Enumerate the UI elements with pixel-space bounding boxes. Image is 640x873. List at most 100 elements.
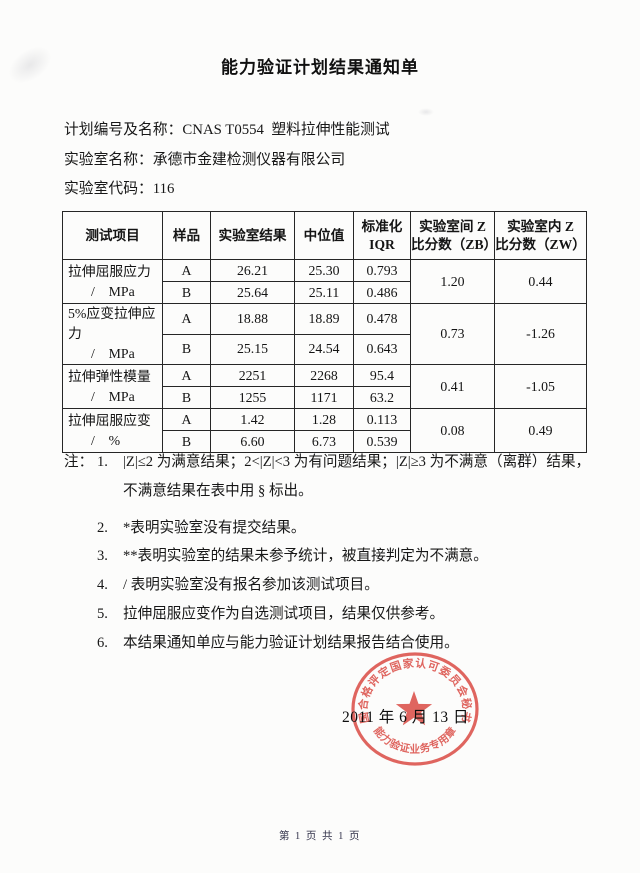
results-table: 测试项目 样品 实验室结果 中位值 标准化 IQR 实验室间 Z 比分数（ZB）…	[62, 211, 587, 453]
col-header-zb: 实验室间 Z 比分数（ZB）	[410, 211, 498, 260]
cell-lab-result: 18.88	[210, 303, 295, 335]
col-header-median: 中位值	[294, 211, 354, 260]
header-fields: 计划编号及名称：CNAS T0554 塑料拉伸性能测试 实验室名称：承德市金建检…	[64, 119, 390, 208]
cell-test-item: 拉伸屈服应变 / %	[62, 408, 163, 453]
seal-bottom-arc-text: 能力验证业务专用章	[371, 724, 459, 755]
note-item: 4. / 表明实验室没有报名参加该测试项目。	[64, 574, 604, 603]
cell-lab-result: 1255	[210, 386, 295, 409]
note-text: |Z|≤2 为满意结果；2<|Z|<3 为有问题结果；|Z|≥3 为不满意（离群…	[123, 454, 591, 470]
field-lab-name: 实验室名称：承德市金建检测仪器有限公司	[64, 149, 390, 179]
seal-graphic: 中国合格评定国家认可委员会秘书处 能力验证业务专用章	[345, 639, 479, 766]
cell-zb: 0.73	[410, 303, 495, 365]
note-item: 5. 拉伸屈服应变作为自选测试项目，结果仅供参考。	[64, 603, 604, 632]
note-text: *表明实验室没有提交结果。	[123, 519, 306, 536]
cell-sample-id: A	[162, 259, 211, 282]
test-item-unit: / %	[91, 432, 121, 448]
note-number: 2.	[97, 519, 108, 536]
table-row: 5%应变拉伸应力 / MPa A 18.88 18.89 0.478 0.73 …	[62, 303, 587, 365]
note-text: 本结果通知单应与能力验证计划结果报告结合使用。	[123, 634, 459, 651]
col-header-line: 比分数（ZB）	[411, 236, 498, 252]
cell-lab-result: 6.60	[210, 430, 295, 453]
test-item-unit: / MPa	[91, 283, 135, 299]
cell-iqr: 0.539	[353, 430, 411, 453]
cell-sample-id: B	[162, 430, 211, 453]
seal-bottom-arc-text-holder: 能力验证业务专用章	[371, 724, 459, 755]
note-item: 3. **表明实验室的结果未参予统计，被直接判定为不满意。	[64, 545, 604, 574]
note-item: 2. *表明实验室没有提交结果。	[64, 517, 604, 546]
table-row: B 6.60 6.73 0.539	[63, 430, 587, 453]
cell-lab-result: 2251	[210, 364, 295, 387]
table-row: 拉伸屈服应力 / MPa A 26.21 25.30 0.793 1.20 0.…	[62, 259, 587, 304]
cell-zb: 0.08	[410, 408, 495, 453]
field-label: 计划编号及名称：	[64, 122, 183, 138]
cell-test-item: 拉伸屈服应力 / MPa	[62, 259, 163, 304]
field-value: 116	[152, 181, 175, 197]
cell-test-item: 拉伸弹性模量 / MPa	[62, 364, 163, 409]
test-item-name: 5%应变拉伸应力	[68, 306, 156, 341]
col-header-sample: 样品	[162, 211, 211, 260]
cell-sample-id: A	[162, 303, 211, 335]
note-text: 不满意结果在表中用 § 标出。	[123, 482, 313, 499]
field-lab-code: 实验室代码：116	[64, 178, 390, 208]
note-item: 注： 1. |Z|≤2 为满意结果；2<|Z|<3 为有问题结果；|Z|≥3 为…	[64, 451, 604, 480]
note-number: 5.	[97, 605, 108, 622]
cell-sample-id: B	[162, 281, 211, 304]
cell-lab-result: 26.21	[210, 259, 295, 282]
cell-median: 2268	[294, 364, 354, 387]
col-header-line: 实验室间 Z	[419, 218, 486, 234]
col-header-line: 比分数（ZW）	[495, 236, 586, 252]
cell-zw: 0.44	[494, 259, 587, 304]
col-header-iqr: 标准化 IQR	[353, 211, 411, 260]
scan-smudge	[418, 108, 434, 116]
cell-iqr: 0.486	[353, 281, 411, 304]
note-item-continuation: 不满意结果在表中用 § 标出。	[64, 480, 604, 509]
cell-median: 24.54	[294, 333, 354, 365]
cell-iqr: 95.4	[353, 364, 411, 387]
cell-sample-id: A	[162, 408, 211, 431]
cell-median: 25.11	[294, 281, 354, 304]
col-header-lab-result: 实验室结果	[210, 211, 295, 260]
notes-section: 注： 1. |Z|≤2 为满意结果；2<|Z|<3 为有问题结果；|Z|≥3 为…	[64, 451, 604, 661]
cell-zw: -1.05	[494, 364, 587, 409]
field-label: 实验室名称：	[64, 151, 153, 168]
note-number: 3.	[97, 548, 108, 565]
cell-iqr: 0.643	[353, 333, 411, 365]
star-icon	[395, 691, 433, 726]
test-item-name: 拉伸屈服应力	[68, 263, 151, 279]
col-header-line: 标准化	[361, 218, 403, 234]
date-text: 2011 年 6 月 13 日	[342, 709, 470, 726]
cell-iqr: 0.478	[353, 303, 411, 335]
test-item-name: 拉伸屈服应变	[68, 412, 151, 428]
note-text: **表明实验室的结果未参予统计，被直接判定为不满意。	[123, 548, 488, 565]
field-value: CNAS T0554 塑料拉伸性能测试	[182, 122, 390, 138]
cell-lab-result: 1.42	[210, 408, 295, 431]
notes-label: 注：	[64, 454, 94, 470]
cell-iqr: 0.113	[353, 408, 411, 431]
field-plan-number: 计划编号及名称：CNAS T0554 塑料拉伸性能测试	[64, 119, 390, 149]
page-number-footer: 第 1 页 共 1 页	[278, 831, 362, 842]
cell-sample-id: A	[162, 364, 211, 387]
seal-ring	[351, 652, 479, 766]
col-header-zw: 实验室内 Z 比分数（ZW）	[494, 211, 587, 260]
cell-sample-id: B	[162, 386, 211, 409]
official-seal-stamp: 中国合格评定国家认可委员会秘书处 能力验证业务专用章	[345, 639, 485, 779]
cell-median: 1171	[294, 386, 354, 409]
field-label: 实验室代码：	[64, 181, 153, 197]
test-item-unit: / MPa	[91, 346, 135, 361]
table-row: B 25.64 25.11 0.486	[63, 281, 587, 304]
cell-zb: 0.41	[410, 364, 495, 409]
note-number: 4.	[97, 577, 108, 594]
note-item: 6. 本结果通知单应与能力验证计划结果报告结合使用。	[64, 632, 604, 661]
col-header-line: 实验室内 Z	[507, 218, 574, 234]
table-row: 拉伸弹性模量 / MPa A 2251 2268 95.4 0.41 -1.05	[62, 364, 587, 409]
cell-zb: 1.20	[410, 259, 495, 304]
test-item-name: 拉伸弹性模量	[68, 368, 151, 384]
col-header-test-item: 测试项目	[62, 211, 163, 260]
cell-sample-id: B	[162, 333, 211, 365]
note-number: 6.	[97, 634, 108, 651]
cell-median: 1.28	[294, 408, 354, 431]
cell-zw: 0.49	[494, 408, 587, 453]
table-header-row: 测试项目 样品 实验室结果 中位值 标准化 IQR 实验室间 Z 比分数（ZB）…	[62, 211, 587, 260]
cell-lab-result: 25.15	[210, 333, 295, 365]
note-text: 拉伸屈服应变作为自选测试项目，结果仅供参考。	[123, 605, 445, 622]
